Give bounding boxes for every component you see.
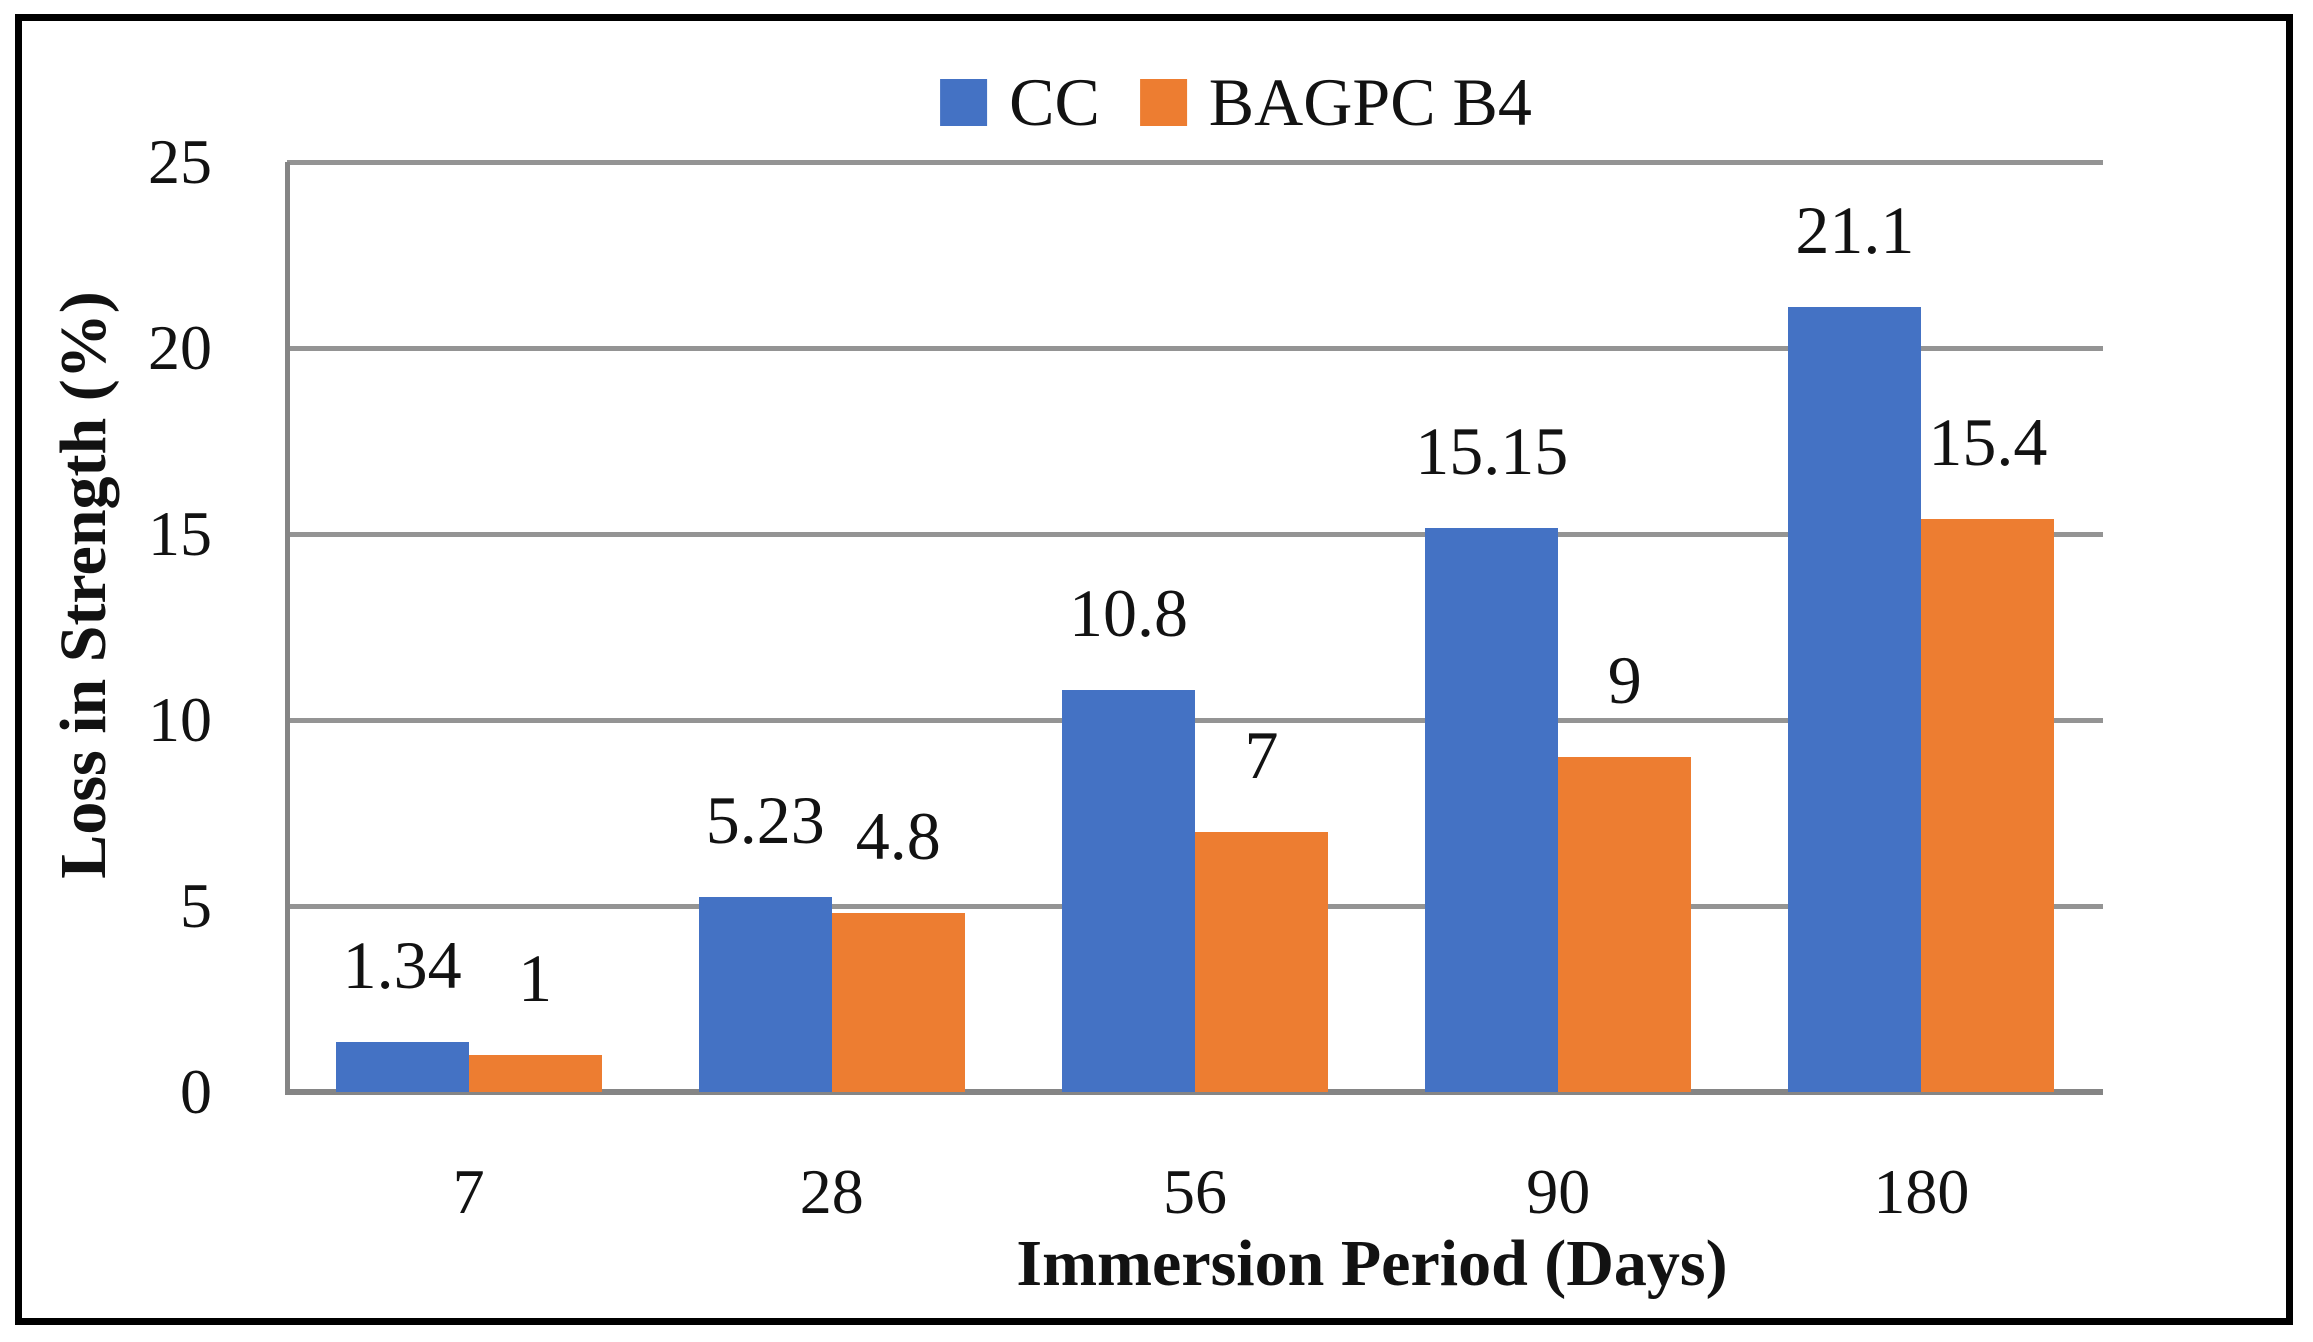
x-axis-line [285, 1089, 2103, 1095]
data-label-bagpc-b4-7: 1 [518, 939, 553, 1016]
x-tick-56: 56 [1163, 1156, 1227, 1227]
data-label-cc-180: 21.1 [1795, 192, 1915, 269]
data-label-cc-90: 15.15 [1415, 413, 1569, 490]
data-label-cc-7: 1.34 [342, 927, 462, 1004]
gridline-15 [287, 531, 2103, 537]
data-label-bagpc-b4-56: 7 [1244, 716, 1279, 793]
gridline-10 [287, 717, 2103, 723]
bar-bagpc-b4-180 [1921, 519, 2055, 1092]
y-tick-5: 5 [180, 870, 212, 941]
bar-cc-7 [335, 1042, 469, 1092]
x-tick-28: 28 [799, 1156, 864, 1227]
x-tick-90: 90 [1526, 1156, 1591, 1227]
y-axis-title: Loss in Strength (%) [47, 291, 120, 879]
bar-bagpc-b4-28 [831, 913, 965, 1092]
bar-cc-56 [1062, 690, 1195, 1092]
figure-border [15, 14, 2293, 1325]
legend-item-cc: CC [940, 62, 1100, 142]
legend-label-cc: CC [1009, 64, 1100, 140]
data-label-cc-56: 10.8 [1069, 575, 1188, 652]
y-tick-25: 25 [148, 126, 212, 197]
gridline-20 [287, 345, 2103, 351]
bar-bagpc-b4-7 [468, 1054, 602, 1092]
x-axis-title: Immersion Period (Days) [1016, 1227, 1728, 1300]
data-label-bagpc-b4-180: 15.4 [1928, 404, 2048, 481]
y-tick-0: 0 [180, 1056, 212, 1127]
data-label-bagpc-b4-90: 9 [1607, 642, 1642, 719]
bar-cc-28 [698, 897, 832, 1092]
x-tick-7: 7 [452, 1156, 485, 1227]
data-label-bagpc-b4-28: 4.8 [855, 798, 941, 875]
bar-bagpc-b4-56 [1195, 831, 1328, 1092]
y-tick-20: 20 [148, 312, 212, 383]
y-axis-line [285, 162, 290, 1092]
bar-bagpc-b4-90 [1558, 757, 1692, 1092]
legend: CC BAGPC B4 [940, 61, 1532, 143]
bar-cc-180 [1788, 307, 1922, 1092]
legend-item-bagpc-b4: BAGPC B4 [1139, 62, 1532, 142]
data-label-cc-28: 5.23 [705, 782, 825, 859]
y-tick-10: 10 [148, 684, 212, 755]
gridline-25 [287, 159, 2103, 165]
bar-cc-90 [1425, 528, 1559, 1092]
legend-label-bagpc-b4: BAGPC B4 [1208, 64, 1532, 140]
y-tick-15: 15 [148, 498, 212, 569]
legend-swatch-cc-icon [940, 78, 988, 126]
legend-swatch-bagpc-b4-icon [1139, 78, 1187, 126]
x-tick-180: 180 [1873, 1156, 1970, 1227]
